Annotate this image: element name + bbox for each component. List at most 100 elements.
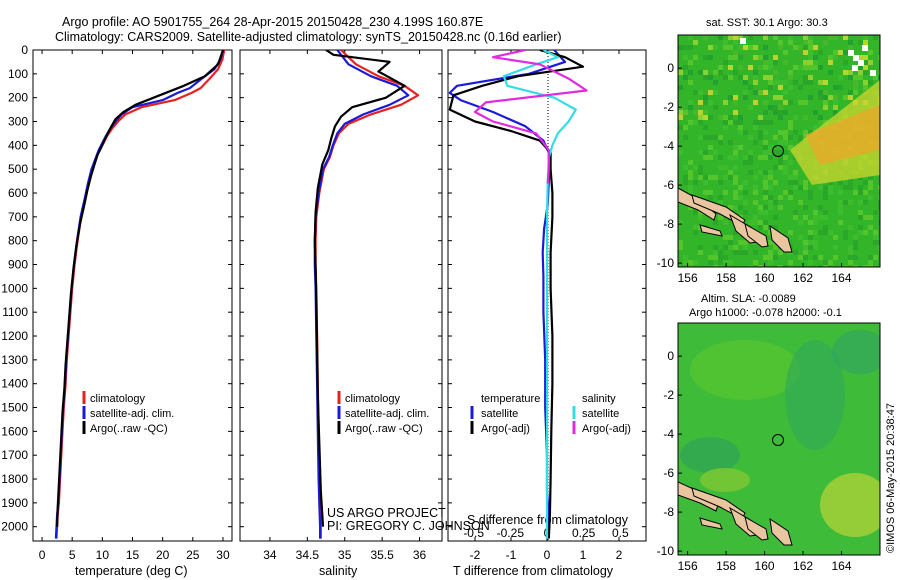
series-line-temperature-argo: [448, 50, 585, 539]
sst-cell: [748, 220, 753, 225]
sst-cell: [878, 185, 880, 190]
sst-cell: [738, 205, 743, 210]
sst-cell: [798, 135, 803, 140]
sst-cell: [738, 185, 743, 190]
sst-cell: [688, 160, 693, 165]
sst-cell: [743, 155, 748, 160]
sst-cell: [693, 230, 698, 235]
depth-tick-label: 1800: [1, 472, 28, 486]
sst-cell: [733, 180, 738, 185]
depth-tick-label: 0: [21, 43, 28, 57]
sst-cell: [838, 75, 843, 80]
sla-axes: 156 158 160 162 164 0 -2 -4 -6 -8 -10: [657, 349, 852, 573]
sst-cell: [718, 140, 723, 145]
sst-cell: [763, 35, 768, 40]
sst-cell: [773, 105, 778, 110]
sst-cell: [778, 80, 783, 85]
sst-cell: [708, 55, 713, 60]
map-y-tick-label: -6: [663, 178, 674, 192]
sst-cell: [818, 115, 823, 120]
sst-cell: [873, 240, 878, 245]
tick-marks: [33, 49, 646, 541]
sst-cell: [733, 245, 738, 250]
sst-cell: [818, 120, 823, 125]
sst-cell: [768, 75, 773, 80]
sst-cell: [793, 45, 798, 50]
sst-cell: [773, 255, 778, 260]
sst-cell: [718, 200, 723, 205]
sst-cell: [748, 135, 753, 140]
sst-cell: [723, 40, 728, 45]
map-x-tick-label: 158: [716, 559, 736, 573]
sst-cell: [783, 130, 788, 135]
sst-cell: [848, 90, 853, 95]
sst-cell: [813, 240, 818, 245]
sst-cell: [733, 230, 738, 235]
series-line-argo: [313, 50, 406, 527]
sst-cell: [763, 180, 768, 185]
sst-cell: [863, 65, 868, 70]
sst-cell: [818, 65, 823, 70]
sst-cell: [733, 120, 738, 125]
sst-axes: 156 158 160 162 164 0 -2 -4 -6 -8 -10: [657, 61, 852, 285]
sst-cell: [723, 120, 728, 125]
map-y-tick-label: -8: [663, 217, 674, 231]
sst-cell: [878, 245, 880, 250]
sst-cell: [848, 200, 853, 205]
sst-cell: [853, 85, 858, 90]
sst-cell: [708, 155, 713, 160]
sst-cell: [843, 35, 848, 40]
sst-cell: [868, 215, 873, 220]
sst-cell: [753, 100, 758, 105]
sst-cell: [828, 185, 833, 190]
sst-cell: [763, 145, 768, 150]
sst-cell: [763, 205, 768, 210]
series-line-climatology: [55, 50, 226, 539]
sst-cell: [763, 120, 768, 125]
sst-cell: [858, 190, 863, 195]
sst-cell: [783, 110, 788, 115]
depth-tick-label: 1500: [1, 401, 28, 415]
sst-cell: [738, 130, 743, 135]
sst-cell: [733, 195, 738, 200]
sst-cell: [763, 195, 768, 200]
sst-cell: [738, 125, 743, 130]
sst-missing-cell: [848, 50, 854, 56]
sst-cell: [768, 260, 773, 265]
sst-cell: [698, 215, 703, 220]
sst-cell: [713, 150, 718, 155]
sst-cell: [718, 180, 723, 185]
sst-cell: [728, 75, 733, 80]
sst-cell: [778, 130, 783, 135]
sst-cell: [763, 60, 768, 65]
sst-cell: [823, 95, 828, 100]
sst-cell: [868, 60, 873, 65]
temperature-plot-frame: [32, 49, 233, 542]
sst-cell: [773, 35, 778, 40]
sst-cell: [753, 220, 758, 225]
credits-pi: PI: GREGORY C. JOHNSON: [327, 519, 490, 533]
sst-cell: [858, 230, 863, 235]
sst-cell: [813, 45, 818, 50]
sst-cell: [728, 65, 733, 70]
map-x-tick-label: 158: [716, 271, 736, 285]
sst-cell: [748, 35, 753, 40]
sst-cell: [698, 175, 703, 180]
sst-cell: [758, 120, 763, 125]
sst-cell: [873, 210, 878, 215]
credits-project: US ARGO PROJECT: [327, 506, 446, 520]
sst-cell: [758, 170, 763, 175]
sst-cell: [808, 95, 813, 100]
sst-cell: [688, 190, 693, 195]
sst-cell: [713, 105, 718, 110]
sst-cell: [868, 255, 873, 260]
sst-cell: [748, 85, 753, 90]
sst-cell: [713, 45, 718, 50]
sst-cell: [793, 80, 798, 85]
sst-cell: [848, 95, 853, 100]
sst-cell: [738, 145, 743, 150]
sst-cell: [693, 165, 698, 170]
sst-cell: [723, 165, 728, 170]
sst-cell: [788, 175, 793, 180]
sst-cell: [693, 180, 698, 185]
